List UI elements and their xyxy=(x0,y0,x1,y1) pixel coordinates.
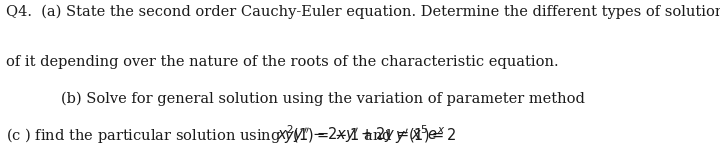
Text: (b) Solve for general solution using the variation of parameter method: (b) Solve for general solution using the… xyxy=(61,92,585,106)
Text: (c ) find the particular solution using $y(1) = -1$ and $y'(1) = 2$: (c ) find the particular solution using … xyxy=(6,126,456,146)
Text: Q4.  (a) State the second order Cauchy-Euler equation. Determine the different t: Q4. (a) State the second order Cauchy-Eu… xyxy=(6,5,720,19)
Text: $x^2y'' - 2xy' + 2y = x^5e^x$: $x^2y'' - 2xy' + 2y = x^5e^x$ xyxy=(277,123,446,145)
Text: of it depending over the nature of the roots of the characteristic equation.: of it depending over the nature of the r… xyxy=(6,55,559,69)
